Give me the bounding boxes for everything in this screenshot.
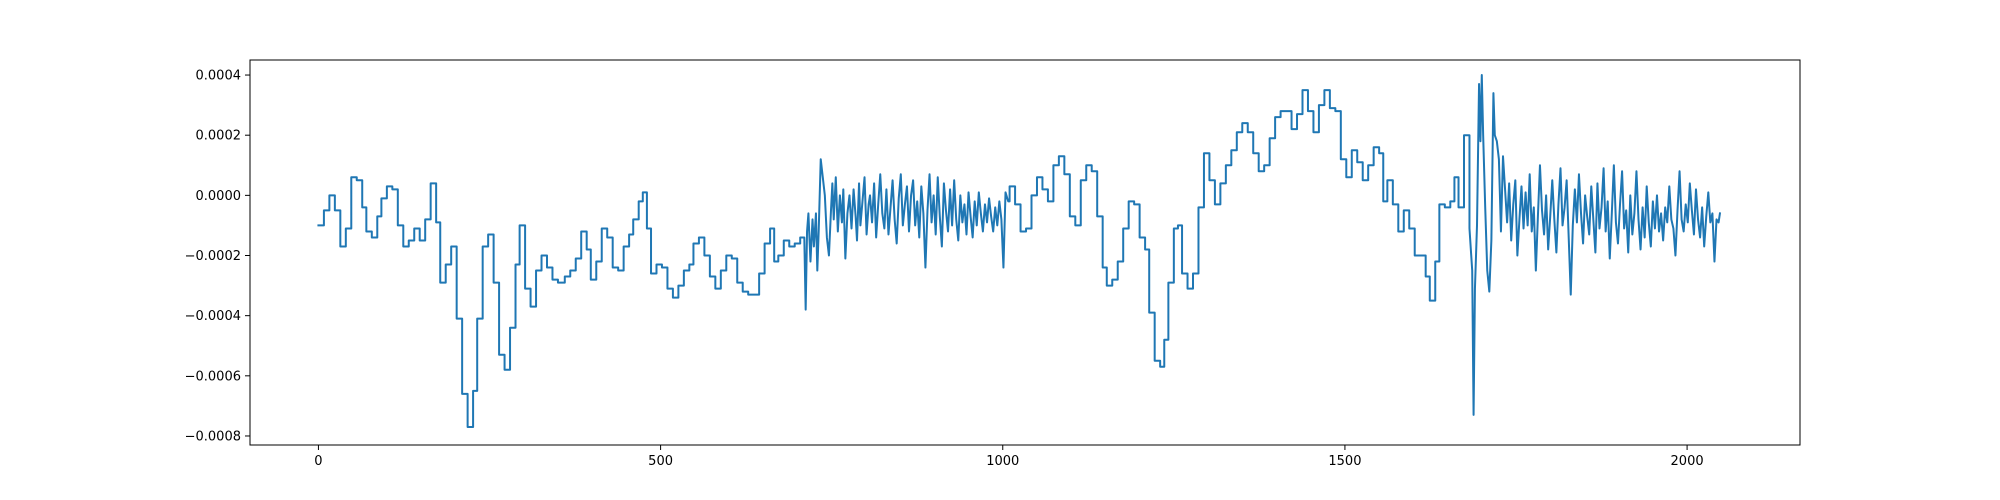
x-tick-label: 0 xyxy=(314,454,322,469)
y-tick-label: 0.0004 xyxy=(196,69,242,84)
x-tick-label: 500 xyxy=(648,454,673,469)
series-line xyxy=(317,74,1722,428)
y-tick-label: 0.0000 xyxy=(196,189,242,204)
x-tick-label: 1000 xyxy=(986,454,1019,469)
x-tick-label: 2000 xyxy=(1671,454,1704,469)
x-tick-label: 1500 xyxy=(1328,454,1361,469)
y-axis: 0.0004 0.0002 0.0000 −0.0002 −0.0004 −0.0006 −… xyxy=(185,69,250,444)
y-tick-label: −0.0006 xyxy=(185,369,241,384)
y-tick-label: −0.0008 xyxy=(185,429,241,444)
y-tick-label: −0.0004 xyxy=(185,309,241,324)
plot-area-frame xyxy=(249,59,1801,446)
y-tick-label: −0.0002 xyxy=(185,249,241,264)
y-tick-label: 0.0002 xyxy=(196,129,242,144)
x-axis: 0 500 1000 1500 2000 xyxy=(314,445,1704,469)
